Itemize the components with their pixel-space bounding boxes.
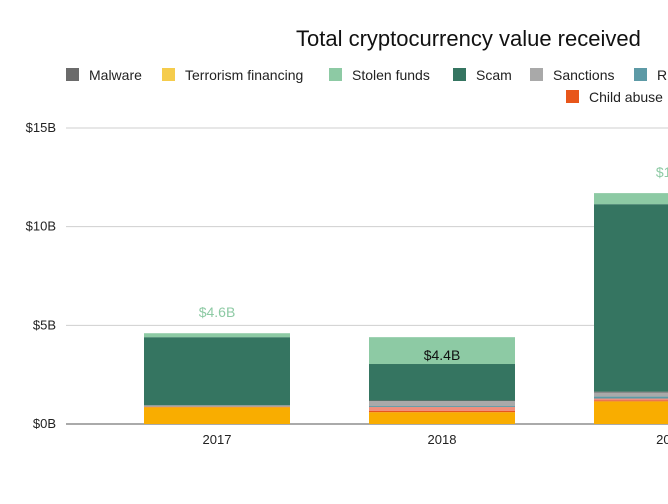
x-tick-label: 2017 (203, 432, 232, 447)
bar-child-abuse-201 (594, 400, 668, 402)
x-tick-label: 201 (656, 432, 668, 447)
x-axis: 2017 2018 201 (203, 432, 668, 447)
bar-sanctions-2017 (144, 405, 290, 407)
bar-child-abuse-2017 (144, 406, 290, 408)
bar-darknet-market-2017 (144, 407, 290, 424)
bar-r-2018 (369, 406, 515, 408)
legend-swatch-child-abuse (566, 90, 579, 103)
total-label: $11 (656, 164, 668, 180)
bar-stolen-funds-2017 (144, 333, 290, 338)
legend-swatch-malware (66, 68, 79, 81)
y-tick-label: $0B (33, 416, 56, 431)
bar-other-2018 (369, 407, 515, 411)
bar-sanctions-2018 (369, 401, 515, 407)
bar-malware-2018 (369, 400, 515, 402)
legend-label-stolen-funds: Stolen funds (352, 67, 430, 83)
bars (144, 193, 668, 424)
total-label: $4.6B (199, 304, 236, 320)
y-tick-label: $5B (33, 317, 56, 332)
legend-label-malware: Malware (89, 67, 142, 83)
legend: Malware Terrorism financing Stolen funds Sc… (66, 67, 667, 105)
legend-swatch-sanctions (530, 68, 543, 81)
y-axis: $0B $5B $10B $15B (26, 120, 56, 431)
bar-other-201 (594, 398, 668, 401)
x-tick-label: 2018 (428, 432, 457, 447)
bar-darknet-market-201 (594, 401, 668, 424)
legend-swatch-r (634, 68, 647, 81)
bar-scam-2018 (369, 364, 515, 401)
legend-label-terrorism-financing: Terrorism financing (185, 67, 303, 83)
bar-scam-201 (594, 204, 668, 392)
legend-swatch-stolen-funds (329, 68, 342, 81)
bar-scam-2017 (144, 337, 290, 406)
legend-label-sanctions: Sanctions (553, 67, 614, 83)
bar-sanctions-201 (594, 392, 668, 397)
bar-child-abuse-2018 (369, 410, 515, 413)
legend-label-r: R (657, 67, 667, 83)
bar-stolen-funds-201 (594, 193, 668, 205)
y-tick-label: $10B (26, 219, 56, 234)
legend-swatch-terrorism-financing (162, 68, 175, 81)
bar-malware-201 (594, 391, 668, 393)
legend-label-scam: Scam (476, 67, 512, 83)
y-tick-label: $15B (26, 120, 56, 135)
gridlines (66, 127, 668, 425)
total-labels: $4.6B $4.4B $11 (199, 164, 668, 363)
legend-swatch-scam (453, 68, 466, 81)
bar-stolen-funds-2018 (369, 337, 515, 365)
total-label: $4.4B (424, 347, 461, 363)
chart-title: Total cryptocurrency value received (296, 26, 641, 51)
legend-label-child-abuse: Child abuse (589, 89, 663, 105)
bar-darknet-market-2018 (369, 412, 515, 424)
bar-r-201 (594, 396, 668, 399)
